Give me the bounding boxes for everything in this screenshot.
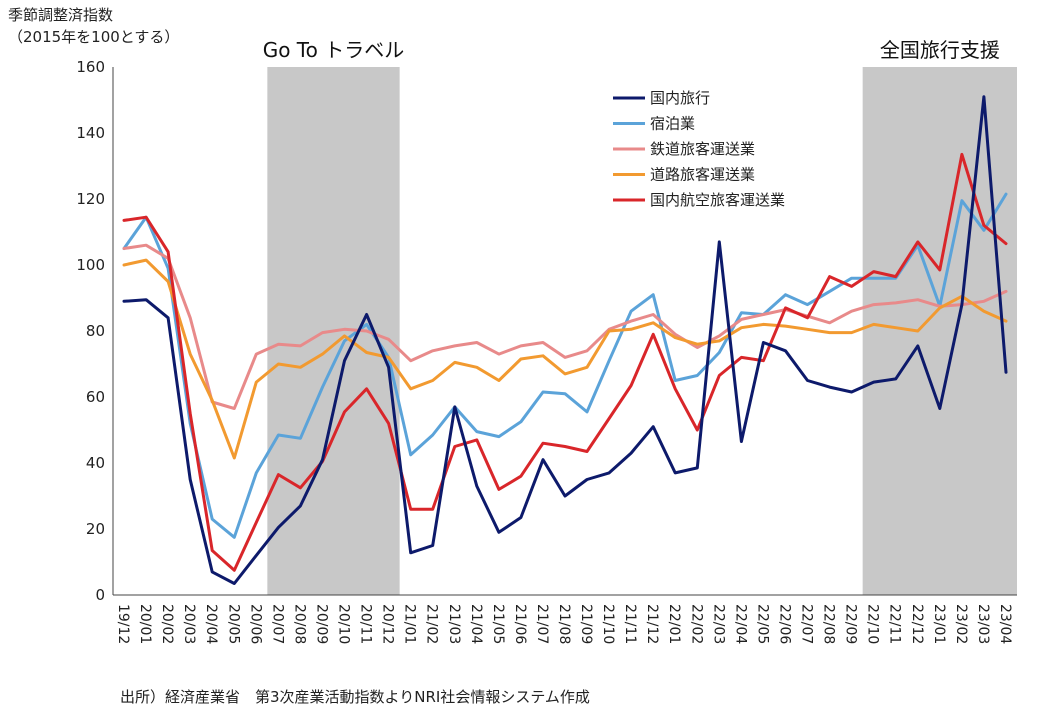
y-axis-title-line2: （2015年を100とする） <box>8 28 180 46</box>
x-tick-label: 21/09 <box>578 604 594 644</box>
x-tick-label: 23/04 <box>997 604 1013 644</box>
x-tick-label: 22/02 <box>688 604 704 644</box>
shaded-period-label: Go To トラベル <box>263 38 405 62</box>
x-tick-label: 20/06 <box>247 604 263 644</box>
legend-label: 道路旅客運送業 <box>650 166 755 184</box>
x-tick-label: 20/08 <box>291 604 307 644</box>
x-tick-label: 21/08 <box>556 604 572 644</box>
y-tick-label: 100 <box>76 256 105 274</box>
x-tick-label: 23/03 <box>975 604 991 644</box>
y-tick-label: 120 <box>76 190 105 208</box>
x-tick-label: 20/04 <box>203 604 219 644</box>
x-tick-label: 21/10 <box>600 604 616 644</box>
x-tick-label: 21/05 <box>490 604 506 644</box>
y-tick-label: 160 <box>76 58 105 76</box>
x-tick-label: 22/12 <box>909 604 925 644</box>
x-tick-label: 20/11 <box>358 604 374 644</box>
series-line-2 <box>122 192 1008 539</box>
legend-label: 鉄道旅客運送業 <box>650 140 755 158</box>
x-tick-label: 21/02 <box>424 604 440 644</box>
y-axis-title: 季節調整済指数 （2015年を100とする） <box>8 4 179 48</box>
x-tick-label: 21/03 <box>446 604 462 644</box>
x-tick-label: 20/05 <box>225 604 241 644</box>
legend-label: 宿泊業 <box>650 115 695 133</box>
shaded-period-2 <box>862 67 1017 595</box>
series-line-5 <box>122 152 1008 572</box>
source-note: 出所）経済産業省 第3次産業活動指数よりNRI社会情報システム作成 <box>120 688 590 706</box>
x-tick-label: 22/10 <box>865 604 881 644</box>
x-tick-label: 23/01 <box>931 604 947 644</box>
x-tick-label: 22/08 <box>821 604 837 644</box>
y-tick-label: 20 <box>86 520 105 538</box>
x-tick-label: 20/09 <box>313 604 329 644</box>
shaded-period-label: 全国旅行支援 <box>880 38 1000 62</box>
x-tick-label: 20/07 <box>269 604 285 644</box>
legend-label: 国内航空旅客運送業 <box>650 191 785 209</box>
x-tick-label: 23/02 <box>953 604 969 644</box>
y-tick-label: 60 <box>86 388 105 406</box>
x-tick-label: 22/09 <box>843 604 859 644</box>
x-tick-label: 21/01 <box>402 604 418 644</box>
x-tick-label: 20/03 <box>181 604 197 644</box>
x-tick-label: 22/11 <box>887 604 903 644</box>
x-tick-label: 21/11 <box>622 604 638 644</box>
y-tick-label: 0 <box>95 586 105 604</box>
x-tick-label: 20/10 <box>336 604 352 644</box>
x-tick-label: 22/05 <box>754 604 770 644</box>
x-tick-label: 22/04 <box>732 604 748 644</box>
y-tick-label: 140 <box>76 124 105 142</box>
legend-label: 国内旅行 <box>650 89 710 107</box>
y-tick-label: 80 <box>86 322 105 340</box>
series-line-1 <box>122 95 1008 585</box>
x-tick-label: 22/06 <box>776 604 792 644</box>
x-tick-label: 20/02 <box>159 604 175 644</box>
x-tick-label: 22/07 <box>799 604 815 644</box>
x-tick-label: 20/01 <box>137 604 153 644</box>
series-line-4 <box>122 258 1008 460</box>
x-tick-label: 22/03 <box>710 604 726 644</box>
x-tick-label: 21/06 <box>512 604 528 644</box>
x-tick-label: 21/07 <box>534 604 550 644</box>
series-line-3 <box>122 243 1008 410</box>
x-tick-label: 21/12 <box>644 604 660 644</box>
y-tick-label: 40 <box>86 454 105 472</box>
x-tick-label: 22/01 <box>666 604 682 644</box>
x-tick-label: 21/04 <box>468 604 484 644</box>
y-axis-title-line1: 季節調整済指数 <box>8 6 114 24</box>
x-tick-label: 20/12 <box>380 604 396 644</box>
x-tick-label: 19/12 <box>115 604 131 644</box>
